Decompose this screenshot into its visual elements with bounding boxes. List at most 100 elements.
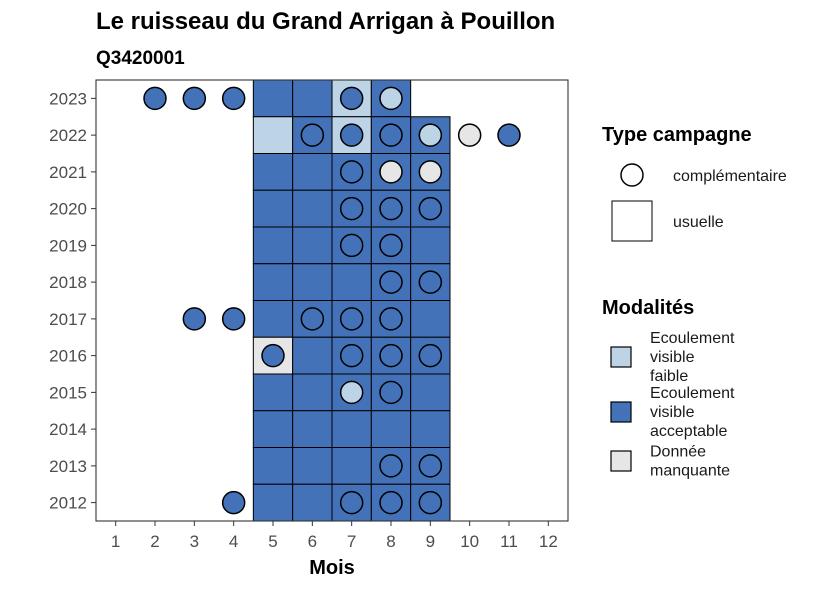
tile-usuelle-2021-5 xyxy=(252,153,294,191)
tile-usuelle-2019-8 xyxy=(370,226,412,265)
y-tick-label-2017: 2017 xyxy=(49,310,87,329)
tile-usuelle-2018-7 xyxy=(331,263,372,301)
y-tick-label-2013: 2013 xyxy=(49,457,87,476)
y-tick-label-2022: 2022 xyxy=(49,126,87,145)
plot-border xyxy=(95,79,569,522)
tile-usuelle-2019-5 xyxy=(252,226,294,265)
tile-usuelle-2018-6 xyxy=(292,263,333,301)
point-complementaire-2023-3 xyxy=(182,86,207,111)
point-complementaire-2017-6 xyxy=(300,307,325,331)
tile-usuelle-2023-5 xyxy=(252,79,294,118)
x-tick-label-6: 6 xyxy=(308,532,317,551)
legend-mod-key-faible xyxy=(610,346,632,368)
legend-type: complémentaire usuelle xyxy=(611,163,787,242)
tile-usuelle-2023-6 xyxy=(292,79,333,118)
point-complementaire-2015-8 xyxy=(379,380,403,405)
chart-title: Le ruisseau du Grand Arrigan à Pouillon xyxy=(96,8,555,35)
point-complementaire-2023-4 xyxy=(221,86,246,111)
y-tick-label-2021: 2021 xyxy=(49,163,87,182)
tile-usuelle-2015-9 xyxy=(410,373,451,412)
x-axis-title: Mois xyxy=(309,557,355,579)
y-tick-label-2018: 2018 xyxy=(49,273,87,292)
legend-type-key-complementaire xyxy=(620,163,644,187)
point-complementaire-2016-9 xyxy=(418,343,443,368)
point-complementaire-2022-11 xyxy=(497,123,521,147)
point-complementaire-2022-6 xyxy=(300,123,325,147)
x-tick-label-2: 2 xyxy=(150,532,159,551)
legend-mod-label-manquante: Donnée manquante xyxy=(650,444,730,480)
point-complementaire-2012-8 xyxy=(379,490,403,515)
legend-type-label-usuelle: usuelle xyxy=(673,214,724,231)
tile-usuelle-2013-5 xyxy=(252,447,294,485)
x-tick-label-4: 4 xyxy=(229,532,238,551)
y-axis: 2023 2022 2021 2020 2019 2018 2017 2016 2015 2014… xyxy=(49,89,96,513)
tile-usuelle-2014-7 xyxy=(331,410,372,448)
x-axis: 1 2 3 4 5 6 7 8 9 10 11 12 xyxy=(111,521,558,551)
tile-usuelle-2013-6 xyxy=(292,447,333,485)
y-tick-label-2019: 2019 xyxy=(49,236,87,255)
point-complementaire-2021-8 xyxy=(379,160,403,184)
point-complementaire-2022-10 xyxy=(457,123,482,147)
legend-modalites-title: Modalités xyxy=(602,297,694,319)
point-complementaire-2022-8 xyxy=(379,123,403,147)
y-tick-label-2016: 2016 xyxy=(49,347,87,366)
point-complementaire-2023-8 xyxy=(379,86,403,111)
point-complementaire-2013-9 xyxy=(418,454,443,478)
point-complementaire-2016-7 xyxy=(339,343,364,368)
point-complementaire-2022-9 xyxy=(418,123,443,147)
y-tick-label-2012: 2012 xyxy=(49,494,87,513)
tile-usuelle-2014-9 xyxy=(410,410,451,448)
point-complementaire-2016-5 xyxy=(261,343,285,368)
legend-mod-label-faible: Ecoulement visible faible xyxy=(650,330,735,385)
legend-mod-label-acceptable: Ecoulement visible acceptable xyxy=(650,385,735,440)
point-layer xyxy=(143,86,521,515)
point-complementaire-2021-7 xyxy=(339,160,364,184)
tile-usuelle-2016-6 xyxy=(292,336,333,375)
tile-usuelle-2021-6 xyxy=(292,153,333,191)
point-complementaire-2022-7 xyxy=(339,123,364,147)
point-complementaire-2012-4 xyxy=(221,490,246,515)
tile-usuelle-2019-6 xyxy=(292,226,333,265)
point-complementaire-2013-8 xyxy=(379,454,403,478)
x-tick-label-10: 10 xyxy=(460,532,479,551)
tile-layer xyxy=(252,79,451,522)
tile-usuelle-2020-5 xyxy=(252,189,294,228)
x-tick-label-8: 8 xyxy=(386,532,395,551)
point-complementaire-2017-4 xyxy=(221,307,246,331)
tile-usuelle-2015-6 xyxy=(292,373,333,412)
x-tick-label-3: 3 xyxy=(190,532,199,551)
point-complementaire-2012-7 xyxy=(339,490,364,515)
tile-usuelle-2014-8 xyxy=(370,410,412,448)
tile-usuelle-2012-8 xyxy=(370,483,412,522)
point-complementaire-2021-9 xyxy=(418,160,443,184)
point-complementaire-2018-8 xyxy=(379,270,403,294)
point-complementaire-2020-7 xyxy=(339,196,364,221)
tile-usuelle-2017-9 xyxy=(410,300,451,338)
point-complementaire-2016-8 xyxy=(379,343,403,368)
y-tick-label-2015: 2015 xyxy=(49,383,87,402)
legend-mod-key-manquante xyxy=(610,450,632,472)
tile-usuelle-2019-9 xyxy=(410,226,451,265)
point-complementaire-2023-7 xyxy=(339,86,364,111)
point-complementaire-2017-7 xyxy=(339,307,364,331)
point-complementaire-2020-8 xyxy=(379,196,403,221)
tile-usuelle-2015-5 xyxy=(252,373,294,412)
legend-mod-key-acceptable xyxy=(610,401,632,423)
tile-usuelle-2014-5 xyxy=(252,410,294,448)
point-complementaire-2015-7 xyxy=(339,380,364,405)
point-complementaire-2012-9 xyxy=(418,490,443,515)
tile-usuelle-2012-6 xyxy=(292,483,333,522)
point-complementaire-2017-8 xyxy=(379,307,403,331)
y-tick-label-2014: 2014 xyxy=(49,420,87,439)
point-complementaire-2019-7 xyxy=(339,233,364,258)
tile-usuelle-2013-7 xyxy=(331,447,372,485)
tile-usuelle-2020-6 xyxy=(292,189,333,228)
tile-usuelle-2022-5 xyxy=(252,116,294,154)
x-tick-label-7: 7 xyxy=(347,532,356,551)
x-tick-label-5: 5 xyxy=(268,532,277,551)
point-complementaire-2018-9 xyxy=(418,270,443,294)
x-tick-label-1: 1 xyxy=(111,532,120,551)
point-complementaire-2017-3 xyxy=(182,307,207,331)
